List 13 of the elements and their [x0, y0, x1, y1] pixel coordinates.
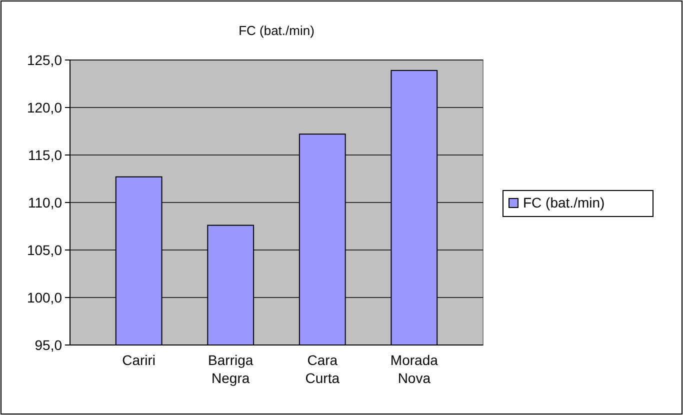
x-tick-label: Barriga Negra — [208, 352, 254, 386]
y-tick-label: 120,0 — [26, 99, 62, 116]
x-tick-label: Cara Curta — [305, 352, 340, 386]
legend-label: FC (bat./min) — [523, 194, 605, 210]
y-tick-label: 100,0 — [26, 289, 62, 306]
y-tick-label: 95,0 — [34, 336, 62, 353]
y-tick-label: 110,0 — [28, 194, 62, 210]
x-tick-label: Cariri — [122, 352, 156, 368]
y-tick-label: 125,0 — [26, 52, 62, 68]
x-tick-label: Morada Nova — [390, 352, 438, 386]
y-tick-label: 105,0 — [26, 242, 62, 258]
y-tick-label: 115,0 — [28, 146, 62, 163]
chart-title: FC (bat./min) — [238, 23, 314, 38]
